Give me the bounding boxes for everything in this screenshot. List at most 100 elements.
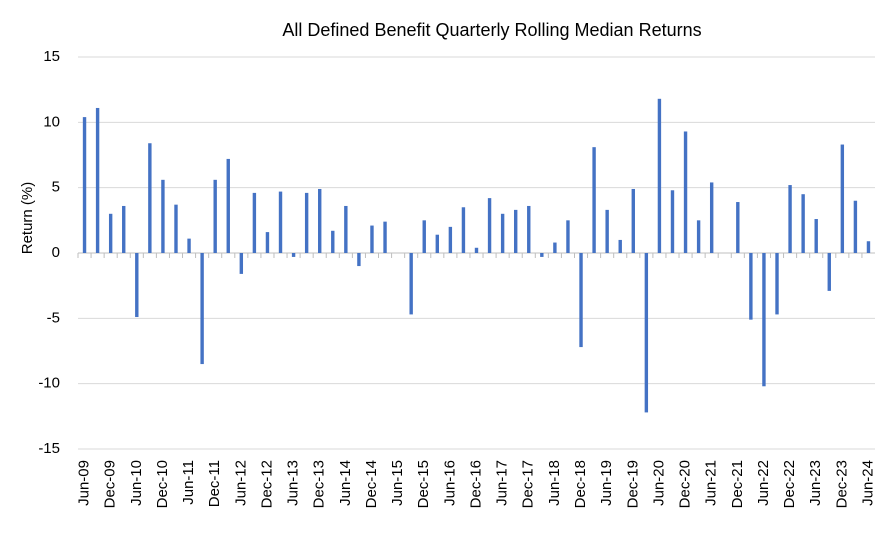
- bar: [409, 253, 413, 315]
- y-tick-label: 0: [52, 244, 60, 261]
- bar: [605, 209, 609, 253]
- x-tick-label: Jun-18: [546, 460, 563, 506]
- x-tick-label: Dec-14: [363, 460, 380, 508]
- bar: [461, 207, 466, 253]
- bar: [801, 194, 805, 253]
- bar: [566, 220, 570, 253]
- bar: [500, 213, 505, 253]
- bar: [749, 253, 753, 320]
- x-tick-label: Jun-10: [128, 460, 145, 506]
- bar: [644, 253, 649, 413]
- bar: [513, 209, 518, 253]
- x-tick-label: Dec-16: [467, 460, 484, 508]
- y-tick-label: 10: [43, 113, 60, 130]
- bar: [370, 225, 374, 253]
- x-tick-label: Jun-19: [598, 460, 615, 506]
- bar: [670, 190, 675, 253]
- x-tick-label: Jun-13: [285, 460, 302, 506]
- y-tick-label: -10: [38, 375, 60, 392]
- bar: [618, 239, 622, 253]
- bar: [357, 253, 361, 267]
- bar: [448, 226, 453, 253]
- bar: [383, 221, 387, 253]
- x-tick-label: Jun-11: [180, 460, 197, 505]
- bar: [435, 234, 440, 253]
- bar: [82, 117, 87, 254]
- x-tick-label: Dec-22: [781, 460, 798, 508]
- bar: [422, 220, 426, 253]
- x-tick-label: Dec-23: [833, 460, 850, 508]
- bar: [278, 191, 283, 253]
- chart-title: All Defined Benefit Quarterly Rolling Me…: [282, 20, 701, 40]
- bar: [788, 185, 792, 253]
- x-tick-label: Jun-09: [76, 460, 93, 506]
- x-tick-label: Dec-21: [729, 460, 746, 508]
- y-tick-label: -15: [38, 440, 60, 457]
- bar: [579, 253, 583, 348]
- x-tick-label: Jun-21: [703, 460, 720, 506]
- bar: [291, 253, 296, 257]
- bar: [592, 147, 596, 253]
- y-tick-label: 5: [52, 179, 60, 196]
- bar: [265, 232, 270, 253]
- bar: [840, 144, 845, 253]
- x-tick-label: Jun-23: [807, 460, 824, 506]
- x-tick-label: Dec-17: [520, 460, 537, 508]
- bar: [540, 253, 544, 257]
- x-tick-label: Dec-19: [624, 460, 641, 508]
- bar: [527, 205, 531, 253]
- bar: [187, 238, 191, 253]
- x-tick-label: Jun-14: [337, 460, 354, 506]
- x-tick-label: Dec-11: [206, 460, 223, 507]
- bar: [866, 241, 871, 253]
- bar: [344, 205, 348, 253]
- x-tick-label: Jun-24: [859, 460, 876, 506]
- x-tick-label: Jun-20: [650, 460, 667, 506]
- x-tick-label: Dec-18: [572, 460, 589, 508]
- bar: [122, 205, 126, 253]
- bar: [148, 143, 152, 253]
- bar: [226, 158, 230, 253]
- bar: [696, 220, 701, 253]
- bar: [252, 192, 257, 253]
- bar: [814, 219, 818, 253]
- bar: [95, 107, 100, 254]
- bar: [827, 253, 831, 291]
- y-tick-label: -5: [47, 309, 60, 326]
- x-tick-label: Dec-15: [415, 460, 432, 508]
- x-tick-label: Jun-17: [494, 460, 511, 506]
- bar: [200, 253, 204, 365]
- bar: [657, 98, 662, 254]
- x-tick-label: Dec-12: [258, 460, 275, 508]
- bar: [853, 200, 858, 253]
- bar: [108, 213, 113, 253]
- bar: [213, 179, 217, 253]
- bar: [683, 131, 688, 253]
- bar: [736, 202, 740, 253]
- bar: [631, 188, 635, 253]
- bar: [135, 253, 139, 318]
- x-tick-label: Dec-13: [311, 460, 328, 508]
- bar: [487, 198, 492, 253]
- bar: [304, 192, 309, 253]
- bar: [161, 179, 165, 253]
- x-tick-label: Dec-20: [677, 460, 694, 508]
- x-tick-label: Jun-22: [755, 460, 772, 506]
- bar: [709, 182, 714, 253]
- bar: [762, 253, 766, 387]
- bar: [331, 230, 335, 253]
- x-tick-label: Jun-12: [232, 460, 249, 506]
- x-tick-label: Jun-15: [389, 460, 406, 506]
- x-tick-label: Dec-09: [102, 460, 119, 508]
- bar: [474, 247, 479, 253]
- y-tick-label: 15: [43, 48, 60, 65]
- x-tick-label: Jun-16: [441, 460, 458, 506]
- bar: [239, 253, 244, 274]
- bar: [318, 188, 322, 253]
- bar: [775, 253, 779, 315]
- bar: [174, 204, 178, 253]
- bar: [553, 242, 557, 253]
- x-tick-label: Dec-10: [154, 460, 171, 508]
- y-axis-label: Return (%): [19, 182, 36, 255]
